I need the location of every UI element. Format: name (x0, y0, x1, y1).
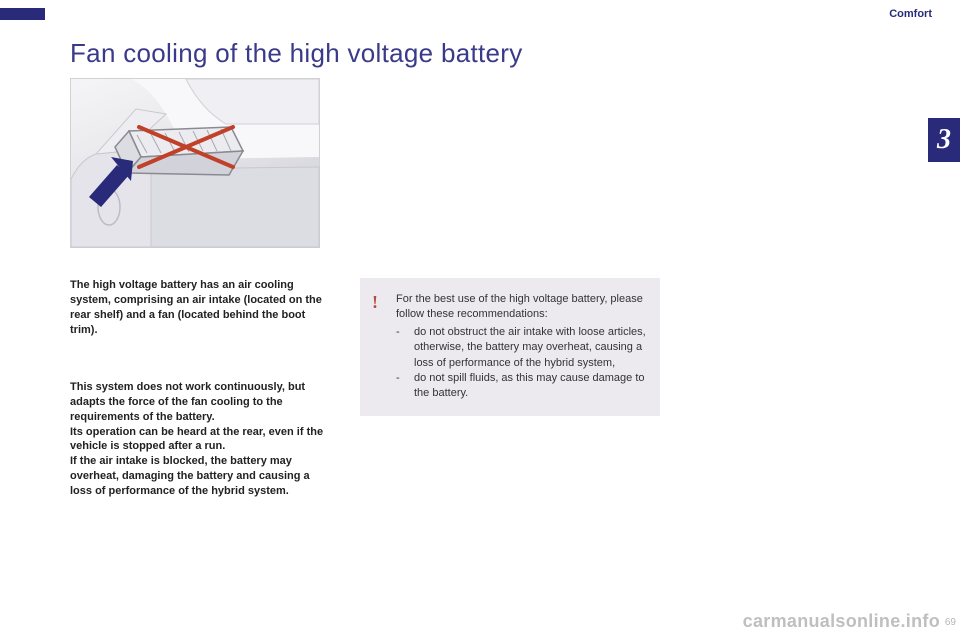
header-accent-bar (0, 8, 45, 20)
callout-intro: For the best use of the high voltage bat… (396, 292, 646, 323)
battery-cooling-illustration (70, 78, 320, 248)
page-title: Fan cooling of the high voltage battery (70, 38, 523, 69)
detail-paragraph: This system does not work continuously, … (70, 380, 330, 499)
watermark: carmanualsonline.info (743, 611, 940, 632)
callout-bullet: -do not spill fluids, as this may cause … (396, 371, 646, 402)
warning-icon: ! (372, 292, 378, 313)
chapter-tab: 3 (928, 118, 960, 162)
callout-bullet: -do not obstruct the air intake with loo… (396, 325, 646, 371)
illustration-svg (71, 79, 321, 249)
warning-callout: ! For the best use of the high voltage b… (360, 278, 660, 416)
intro-paragraph: The high voltage battery has an air cool… (70, 278, 330, 337)
header-category: Comfort (889, 8, 932, 20)
page-number: 69 (945, 617, 956, 628)
